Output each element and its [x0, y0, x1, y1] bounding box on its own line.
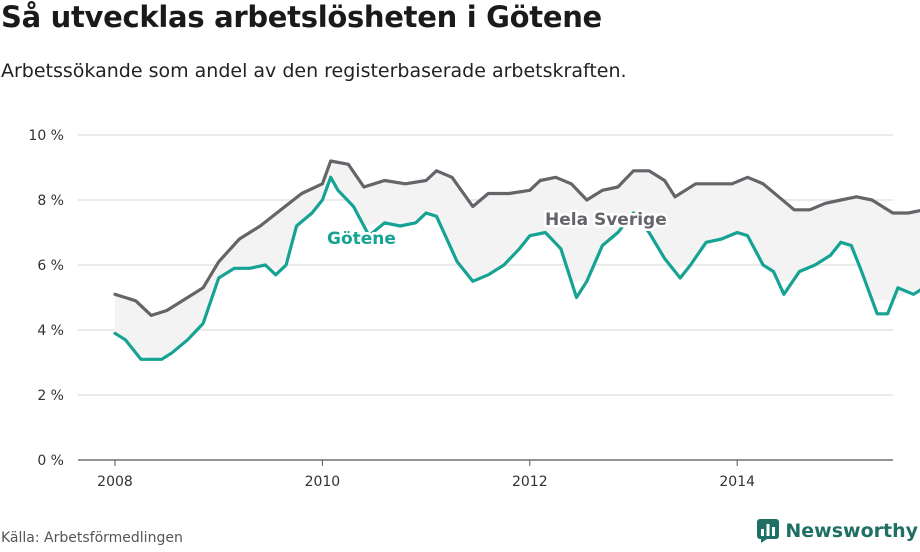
y-axis: 0 % 2 % 4 % 6 % 8 % 10 %	[28, 128, 64, 469]
series-line-gotene	[113, 175, 920, 361]
page-subtitle: Arbetssökande som andel av den registerb…	[1, 60, 627, 82]
gap-band	[115, 161, 920, 360]
series-labels: Hela Sverige Götene	[325, 208, 670, 252]
bar-chart-icon	[757, 519, 780, 543]
series-label-hela-sverige: Hela Sverige	[545, 210, 667, 230]
x-axis: 20082010201220142016201820202022	[97, 460, 755, 490]
y-tick-label: 8 %	[37, 193, 64, 209]
y-tick-label: 6 %	[37, 258, 64, 274]
series-line-hela-sverige	[113, 159, 920, 317]
x-tick-label: 2014	[719, 474, 755, 490]
x-tick-label: 2012	[512, 474, 548, 490]
page-title: Så utvecklas arbetslösheten i Götene	[1, 0, 602, 34]
brand-logo[interactable]: Newsworthy	[757, 519, 918, 543]
x-tick-label: 2010	[305, 474, 341, 490]
brand-name: Newsworthy	[785, 520, 918, 542]
y-tick-label: 4 %	[37, 323, 64, 339]
y-tick-label: 2 %	[37, 388, 64, 404]
y-tick-label: 0 %	[37, 453, 64, 469]
x-tick-label: 2008	[97, 474, 133, 490]
y-tick-label: 10 %	[28, 128, 64, 144]
source-note: Källa: Arbetsförmedlingen	[1, 530, 183, 546]
series-label-gotene: Götene	[327, 229, 396, 249]
